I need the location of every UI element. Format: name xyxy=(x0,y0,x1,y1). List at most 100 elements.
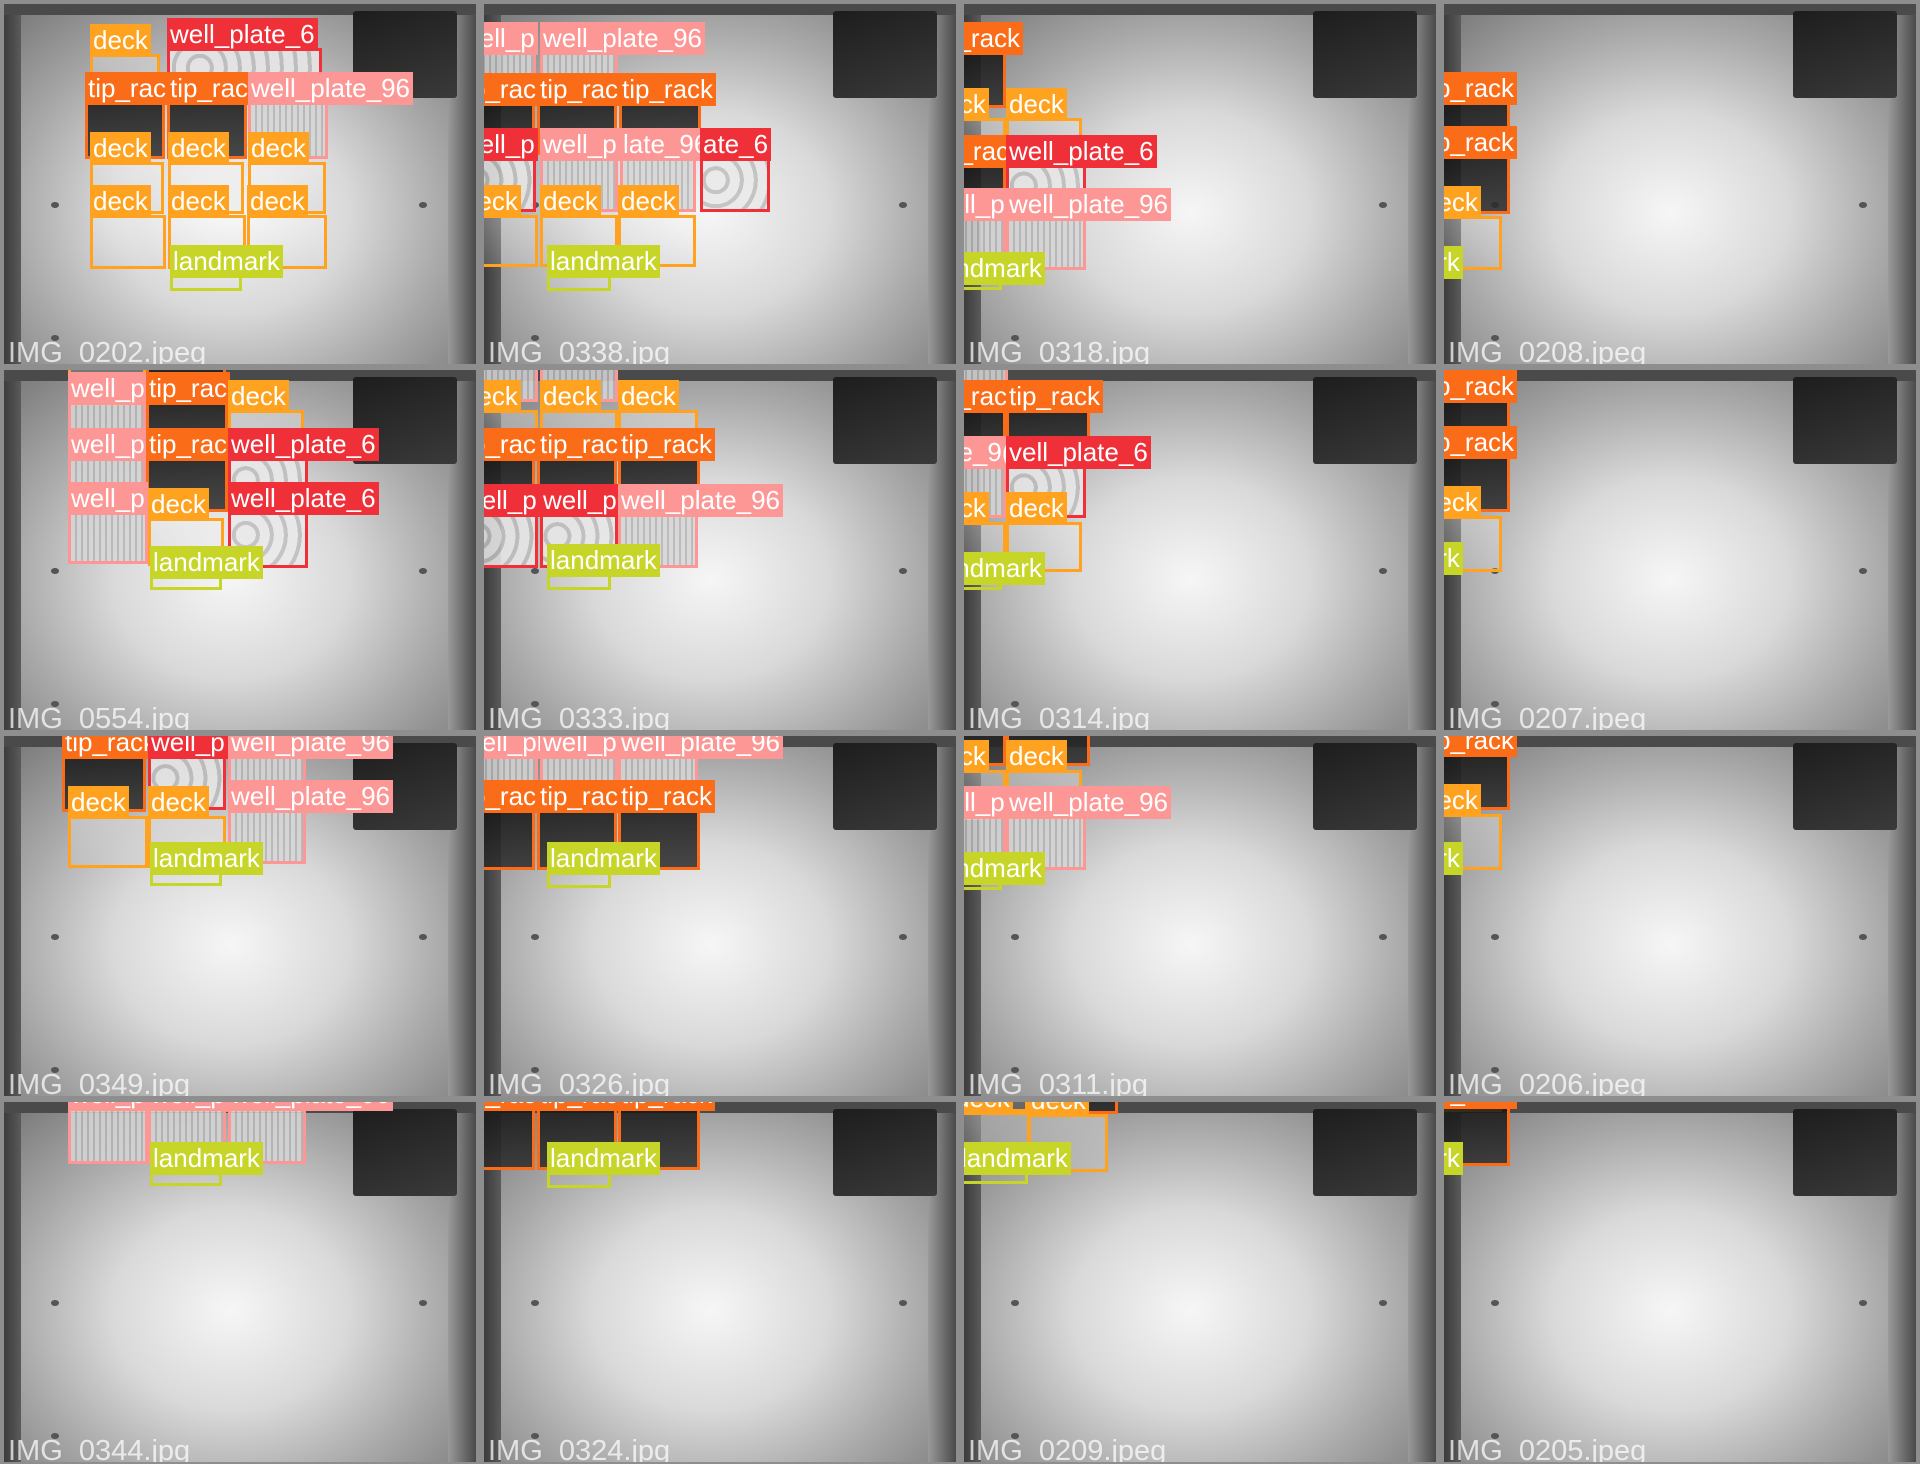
bbox-label: deck xyxy=(1006,740,1067,773)
bbox-landmark: landmark xyxy=(150,842,263,886)
image-filename: IMG_0202.jpeg xyxy=(8,337,207,364)
object-fill xyxy=(703,161,767,209)
bbox-well-plate-96: well_plate_96 xyxy=(618,484,784,568)
bbox-label: landmark xyxy=(964,852,1045,885)
image-tile: well_plwell_plate_96tip_ractip_ractip_ra… xyxy=(964,736,1436,1096)
photo-topbar xyxy=(1444,4,1916,15)
bbox-tip-rack: tip_rac xyxy=(484,1102,540,1170)
bbox-label: landmark xyxy=(150,842,263,875)
image-filename: IMG_0326.jpg xyxy=(488,1069,671,1096)
bbox-label: tip_rac xyxy=(537,780,622,813)
photo-topbar xyxy=(484,370,956,381)
object-fill xyxy=(484,1111,532,1167)
bbox-label: well_plate_96 xyxy=(618,736,784,759)
bbox-label: deck xyxy=(964,1102,1013,1115)
object-fill xyxy=(550,1175,608,1185)
image-tile: deckdeckwell_plate_9(tip_rackdeckdecktip… xyxy=(964,1102,1436,1462)
photo-edge-l xyxy=(4,370,21,730)
bbox-label: well_p xyxy=(148,736,228,759)
deck-screw xyxy=(1491,1300,1499,1306)
bbox-label: well_p xyxy=(540,484,620,517)
bbox-landmark: landmark xyxy=(547,842,660,888)
photo-topbar xyxy=(484,4,956,15)
bbox-label: tip_rac xyxy=(537,428,622,461)
bbox-label: well_plate_96 xyxy=(540,22,706,55)
deck-screw xyxy=(1011,934,1019,940)
bbox-tip-rack: tip_rac xyxy=(85,72,170,159)
bbox-label: deck xyxy=(1006,88,1067,121)
bbox-label: deck xyxy=(248,132,309,165)
bbox-label: well_plate_96 xyxy=(1006,188,1172,221)
deck-screw xyxy=(1859,202,1867,208)
image-filename: IMG_0208.jpeg xyxy=(1448,337,1647,364)
photo-topbar xyxy=(1444,736,1916,747)
photo-drawer xyxy=(1313,377,1418,464)
bbox-label: deck xyxy=(540,380,601,413)
bbox-label: tip_rack xyxy=(62,736,160,759)
object-fill xyxy=(550,278,608,288)
object-fill xyxy=(173,278,239,288)
bbox-label: well_p xyxy=(540,736,620,759)
deck-screw xyxy=(1379,1300,1387,1306)
bbox-label: tip_rack xyxy=(1444,126,1518,159)
deck-screw xyxy=(1491,335,1499,341)
bbox-label: deck xyxy=(90,132,151,165)
photo-drawer xyxy=(833,743,938,830)
bbox-tip-rack: tip_rack xyxy=(1444,1102,1518,1166)
bbox-label: deck xyxy=(1444,784,1481,817)
bbox-landmark: landmark xyxy=(964,552,1045,590)
object-fill xyxy=(153,875,219,883)
bbox-well-plate-6: ate_6 xyxy=(700,128,772,212)
image-filename: IMG_0344.jpg xyxy=(8,1435,191,1462)
bbox-landmark: landmark xyxy=(964,1142,1071,1184)
bbox-label: landmark xyxy=(547,245,660,278)
image-tile: deckdeckdeckwell_ptip_rackwell_pdecktip_… xyxy=(1444,736,1916,1096)
bbox-label: deck xyxy=(247,185,308,218)
bbox-label: well_p xyxy=(484,484,540,517)
bbox-label: tip_rac xyxy=(146,372,231,405)
bbox-label: tip_rac xyxy=(484,780,540,813)
deck-screw xyxy=(1859,568,1867,574)
bbox-landmark: landmark xyxy=(547,245,660,291)
image-tile: tip_rackdecktip_rackwell_pwell_plate_96t… xyxy=(4,736,476,1096)
bbox-landmark: landmark xyxy=(547,1142,660,1188)
photo-topbar xyxy=(964,4,1436,15)
bbox-label: tip_rac xyxy=(964,380,1011,413)
bbox-label: tip_rac xyxy=(484,73,540,106)
bbox-well-plate-6: well_p xyxy=(540,484,620,568)
photo-edge-l xyxy=(4,736,21,1096)
bbox-landmark: landmark xyxy=(150,1142,263,1186)
deck-screw xyxy=(1379,934,1387,940)
object-fill xyxy=(964,1175,1025,1181)
photo-drawer xyxy=(1313,743,1418,830)
bbox-label: tip_rack xyxy=(1444,370,1518,403)
photo-drawer xyxy=(833,11,938,98)
bbox-landmark: landmark xyxy=(150,546,263,590)
bbox-label: well_plate_6 xyxy=(167,18,318,51)
photo-edge-l xyxy=(964,1102,981,1462)
photo-edge-l xyxy=(1444,736,1461,1096)
bbox-label: well_p xyxy=(68,482,148,515)
bbox-label: ate_6 xyxy=(700,128,772,161)
photo-drawer xyxy=(833,377,938,464)
bbox-label: deck xyxy=(540,185,601,218)
bbox-label: well_plate_96 xyxy=(228,780,394,813)
bbox-label: well_p xyxy=(148,1102,228,1111)
deck-screw xyxy=(419,1300,427,1306)
deck-screw xyxy=(531,1300,539,1306)
image-filename: IMG_0349.jpg xyxy=(8,1069,191,1096)
bbox-label: deck xyxy=(964,88,989,121)
photo-drawer xyxy=(1793,11,1898,98)
bbox-label: deck xyxy=(618,380,679,413)
deck-screw xyxy=(531,701,539,707)
bbox-label: late_96 xyxy=(620,128,712,161)
photo-topbar xyxy=(964,1102,1436,1113)
image-filename: IMG_0209.jpeg xyxy=(968,1435,1167,1462)
image-tile: deck well_plate_6 tip_rac tip_rack well_plat… xyxy=(4,4,476,364)
deck-screw xyxy=(51,1433,59,1439)
bbox-label: landmark xyxy=(547,1142,660,1175)
image-filename: IMG_0205.jpeg xyxy=(1448,1435,1647,1462)
bbox-landmark: landmark xyxy=(547,544,660,590)
bbox-well-plate-96: well_p xyxy=(68,482,148,564)
